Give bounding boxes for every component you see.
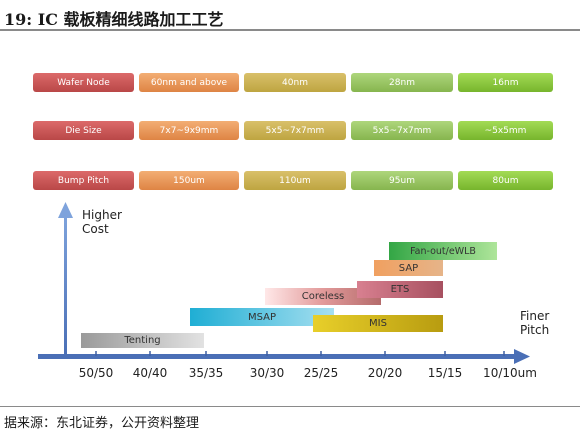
bar-ets: ETS (357, 281, 443, 298)
tick-label-25-25: 25/25 (303, 366, 339, 380)
cell-die-size-3: 5x5~7x7mm (351, 121, 453, 140)
bar-fan-out-ewlb: Fan-out/eWLB (389, 242, 497, 260)
tick-label-20-20: 20/20 (367, 366, 403, 380)
tick-label-10-10um: 10/10um (483, 366, 537, 380)
row-label-bump-pitch: Bump Pitch (33, 171, 134, 190)
top-divider (0, 29, 580, 31)
source-note: 据来源：东北证券，公开资料整理 (4, 416, 200, 431)
tick-label-50-50: 50/50 (78, 366, 114, 380)
cell-wafer-node-1: 60nm and above (139, 73, 239, 92)
cell-bump-pitch-2: 110um (244, 171, 346, 190)
y-axis-line (64, 214, 67, 356)
x-axis-arrow-icon (514, 349, 530, 364)
bar-mis: MIS (313, 315, 443, 332)
figure-title: 19: IC 载板精细线路加工工艺 (4, 10, 224, 29)
cell-die-size-1: 7x7~9x9mm (139, 121, 239, 140)
tick-label-30-30: 30/30 (249, 366, 285, 380)
x-axis-label: Finer Pitch (520, 309, 550, 337)
tick-label-15-15: 15/15 (427, 366, 463, 380)
bar-tenting: Tenting (81, 333, 204, 348)
y-axis-arrow-icon (58, 202, 73, 218)
tick-label-35-35: 35/35 (188, 366, 224, 380)
bar-coreless: Coreless (265, 288, 381, 305)
cell-bump-pitch-4: 80um (458, 171, 553, 190)
cell-bump-pitch-1: 150um (139, 171, 239, 190)
row-label-die-size: Die Size (33, 121, 134, 140)
cell-die-size-4: ~5x5mm (458, 121, 553, 140)
bottom-divider (0, 406, 580, 407)
cell-wafer-node-2: 40nm (244, 73, 346, 92)
y-axis-label: Higher Cost (82, 208, 122, 236)
cell-wafer-node-3: 28nm (351, 73, 453, 92)
tick-label-40-40: 40/40 (132, 366, 168, 380)
x-axis-line (38, 354, 516, 359)
bar-sap: SAP (374, 260, 443, 276)
bar-msap: MSAP (190, 308, 334, 326)
cell-die-size-2: 5x5~7x7mm (244, 121, 346, 140)
cell-wafer-node-4: 16nm (458, 73, 553, 92)
cell-bump-pitch-3: 95um (351, 171, 453, 190)
row-label-wafer-node: Wafer Node (33, 73, 134, 92)
